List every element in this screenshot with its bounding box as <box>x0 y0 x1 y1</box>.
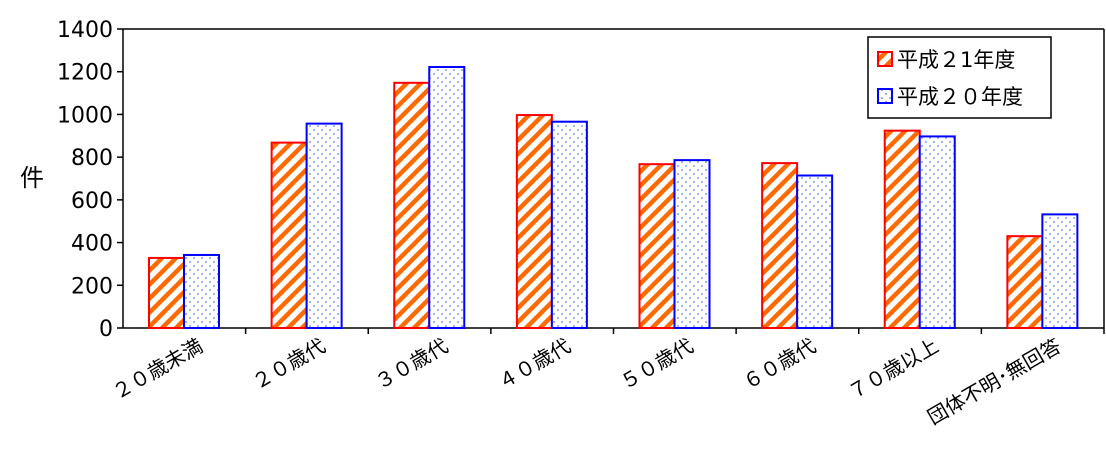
x-tick-label: 団体不明･無回答 <box>923 334 1065 430</box>
y-tick-label: 800 <box>71 146 113 171</box>
bar-h20-5 <box>796 174 834 329</box>
x-tick-label: ５０歳代 <box>616 334 697 395</box>
x-tick-label: ２０歳代 <box>248 334 329 395</box>
bar-h21-7 <box>1006 235 1044 330</box>
bar-h21-5 <box>761 162 799 329</box>
x-tick-label: ４０歳代 <box>493 334 574 395</box>
bar-h21-3 <box>515 114 553 329</box>
bar-h20-6 <box>918 135 956 329</box>
bar-h21-1 <box>270 141 308 329</box>
legend: 平成２1年度 平成２０年度 <box>867 36 1052 119</box>
y-tick-label: 1000 <box>57 103 113 128</box>
x-tick-label: ３０歳代 <box>371 334 452 395</box>
bar-h20-7 <box>1041 213 1079 330</box>
y-tick-label: 400 <box>71 232 113 257</box>
y-tick-label: 0 <box>99 317 113 342</box>
x-tick-label: ６０歳代 <box>739 334 820 395</box>
bar-h21-4 <box>638 163 676 329</box>
bar-h20-3 <box>550 120 588 329</box>
legend-label-h20: 平成２０年度 <box>897 85 1023 109</box>
legend-swatch-h21 <box>877 51 893 67</box>
bar-h20-4 <box>673 159 711 329</box>
x-tick-label: ２０歳未満 <box>108 334 207 405</box>
y-tick-label: 200 <box>71 274 113 299</box>
legend-label-h21: 平成２1年度 <box>897 48 1015 72</box>
bar-h20-2 <box>428 66 466 329</box>
bar-h20-0 <box>183 253 220 329</box>
y-tick-label: 600 <box>71 189 113 214</box>
x-tick-label: ７０歳以上 <box>844 334 943 405</box>
bar-h21-2 <box>393 81 431 329</box>
y-tick-label: 1200 <box>57 61 113 86</box>
bar-h21-0 <box>148 256 185 330</box>
bar-h21-6 <box>883 129 921 329</box>
bar-h20-1 <box>305 122 343 330</box>
y-tick-label: 1400 <box>57 18 113 43</box>
y-axis-label: 件 <box>20 164 44 192</box>
legend-swatch-h20 <box>877 88 893 104</box>
